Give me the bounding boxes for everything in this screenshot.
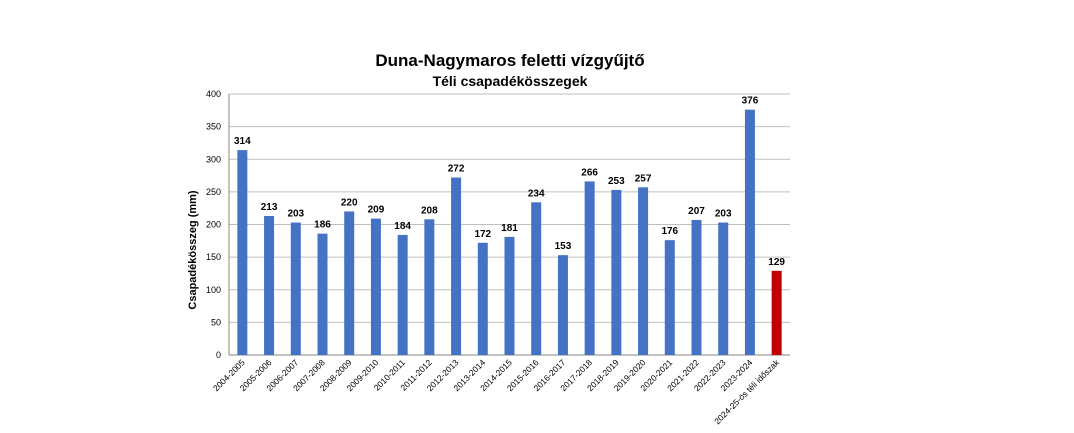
bar	[744, 109, 755, 355]
bar	[771, 270, 782, 355]
data-label: 186	[314, 220, 331, 231]
bar	[317, 233, 328, 355]
bar	[344, 211, 355, 355]
data-label: 172	[474, 229, 491, 240]
bar	[638, 187, 649, 355]
data-label: 153	[555, 241, 572, 252]
bar	[584, 181, 595, 355]
bar	[237, 150, 248, 355]
bar	[424, 219, 435, 355]
data-label: 266	[581, 167, 598, 178]
data-label: 257	[635, 173, 652, 184]
y-tick-label: 0	[216, 350, 221, 360]
data-labels: 314 213 203 186 220 209 184 208 272 172 181 234 153 2…	[234, 96, 785, 268]
bar	[451, 177, 462, 355]
chart-title: Duna-Nagymaros feletti vízgyűjtő	[375, 51, 644, 70]
y-tick-label: 100	[206, 285, 221, 295]
data-label: 213	[261, 202, 278, 213]
data-label: 176	[661, 226, 678, 237]
y-tick-label: 400	[206, 89, 221, 99]
chart-subtitle: Téli csapadékösszegek	[433, 73, 588, 89]
data-label: 203	[287, 209, 304, 220]
bar	[611, 189, 622, 355]
data-label: 253	[608, 176, 625, 187]
bar	[370, 218, 381, 355]
data-label: 314	[234, 136, 251, 147]
y-tick-label: 350	[206, 122, 221, 132]
data-label: 208	[421, 205, 438, 216]
data-label: 209	[368, 205, 385, 216]
data-label: 207	[688, 206, 705, 217]
bar	[504, 236, 515, 355]
data-label: 220	[341, 197, 358, 208]
data-label: 184	[394, 221, 411, 232]
y-tick-label: 50	[211, 317, 221, 327]
data-label: 181	[501, 223, 518, 234]
data-label: 272	[448, 164, 465, 175]
bar	[531, 202, 542, 355]
data-label: 203	[715, 209, 732, 220]
y-tick-label: 250	[206, 187, 221, 197]
bar	[397, 234, 408, 355]
data-label: 129	[768, 257, 785, 268]
bar	[718, 222, 729, 355]
bar	[557, 255, 568, 355]
y-tick-label: 150	[206, 252, 221, 262]
y-tick-label: 300	[206, 154, 221, 164]
bar	[264, 216, 275, 355]
bar	[477, 242, 488, 355]
y-axis-label: Csapadékösszeg (mm)	[187, 190, 199, 310]
bar	[290, 222, 301, 355]
data-label: 234	[528, 188, 545, 199]
data-label: 376	[742, 96, 759, 107]
x-axis-ticks: 2004-20052005-20062006-20072007-20082008…	[211, 357, 782, 426]
bar	[664, 240, 675, 355]
bar	[691, 219, 702, 355]
y-axis-ticks: 0 50 100 150 200 250 300 350 400	[206, 89, 221, 360]
bars	[237, 109, 782, 355]
y-tick-label: 200	[206, 220, 221, 230]
